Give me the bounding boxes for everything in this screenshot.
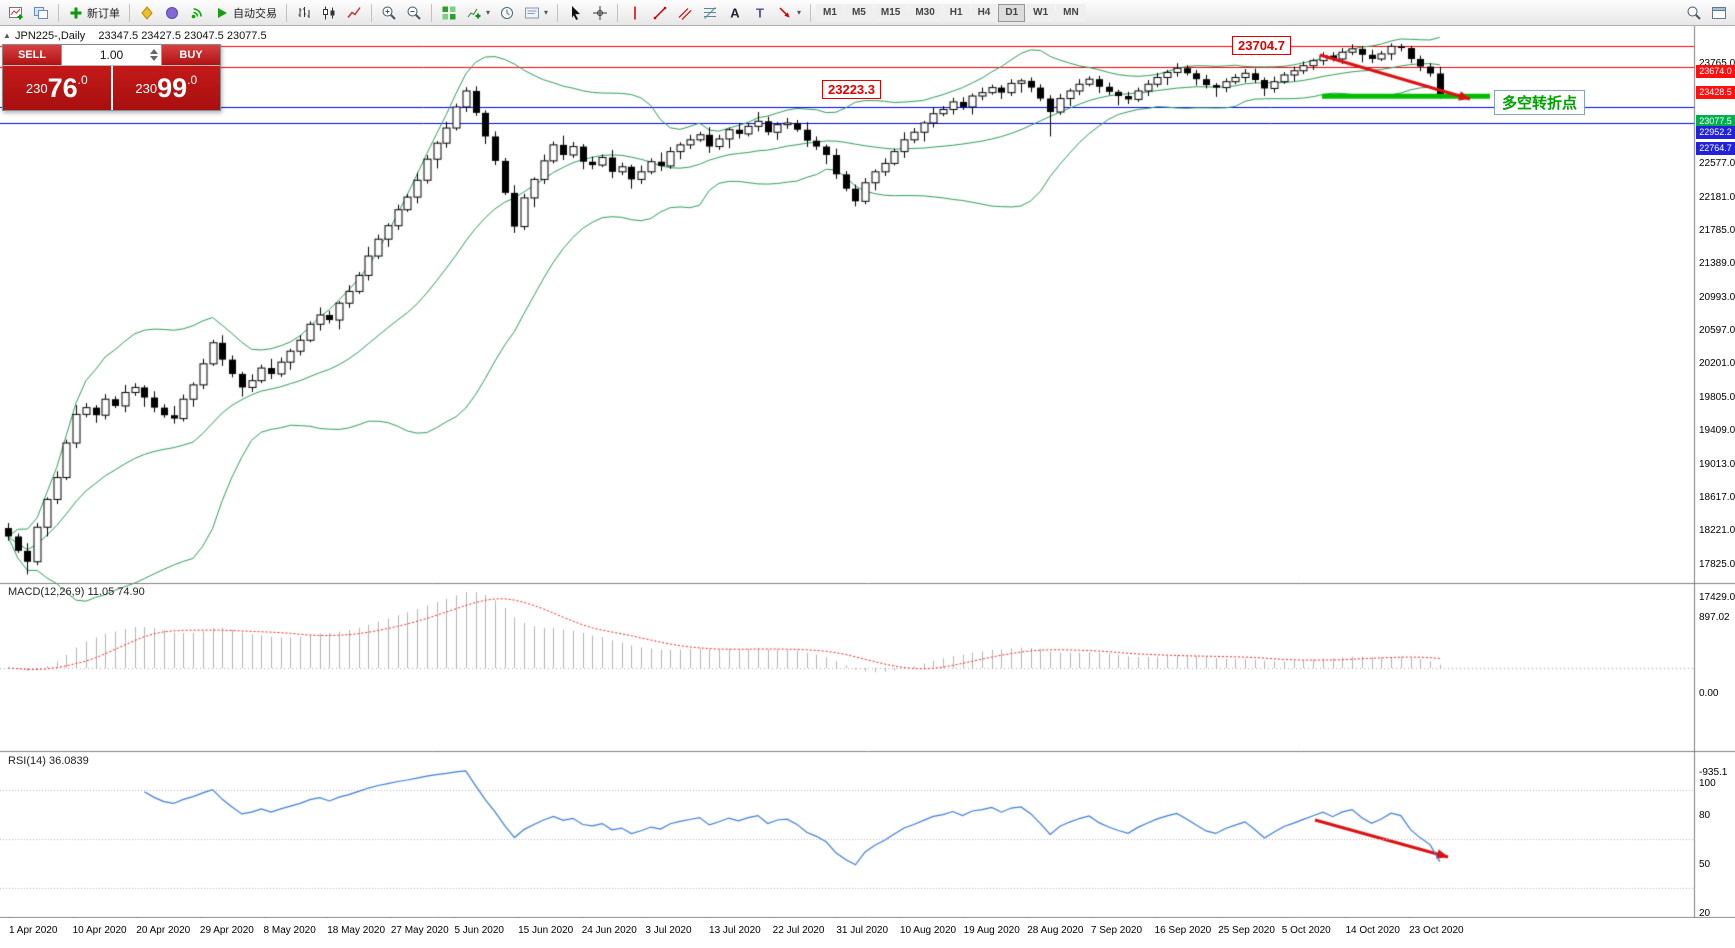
buy-price-decimal: .0 bbox=[187, 73, 198, 87]
svg-text:A: A bbox=[730, 5, 740, 20]
timeframe-mn[interactable]: MN bbox=[1056, 3, 1086, 22]
svg-text:T: T bbox=[756, 5, 764, 20]
time-axis-label: 28 Aug 2020 bbox=[1027, 925, 1084, 936]
volume-stepper[interactable]: 1.00 bbox=[61, 45, 162, 65]
timeframe-h1[interactable]: H1 bbox=[942, 3, 970, 22]
sell-price[interactable]: 230 76.0 bbox=[3, 66, 113, 110]
new-window-icon[interactable] bbox=[1707, 2, 1731, 24]
signals-icon[interactable] bbox=[160, 2, 184, 24]
time-axis-label: 5 Oct 2020 bbox=[1281, 925, 1331, 936]
fibonacci-icon[interactable] bbox=[698, 2, 722, 24]
time-axis-label: 24 Jun 2020 bbox=[581, 925, 637, 936]
buy-price[interactable]: 230 99.0 bbox=[112, 66, 220, 110]
time-axis-label: 3 Jul 2020 bbox=[645, 925, 692, 936]
new-order-button[interactable]: 新订单 bbox=[64, 2, 124, 24]
time-axis-label: 13 Jul 2020 bbox=[709, 925, 761, 936]
chart-region: ▲ JPN225-,Daily 23347.5 23427.5 23047.5 … bbox=[0, 26, 1735, 948]
profiles-icon[interactable] bbox=[29, 2, 53, 24]
collapse-arrow-icon[interactable]: ▲ bbox=[3, 31, 11, 40]
zoom-out-icon[interactable] bbox=[402, 2, 426, 24]
time-axis-label: 27 May 2020 bbox=[390, 925, 449, 936]
toolbar-separator bbox=[617, 3, 619, 22]
time-axis[interactable]: 1 Apr 2020 10 Apr 2020 20 Apr 2020 29 Apr 2… bbox=[0, 918, 1735, 948]
time-axis-label: 22 Jul 2020 bbox=[772, 925, 825, 936]
high-price-callout[interactable]: 23704.7 bbox=[1232, 36, 1291, 55]
market-icon[interactable] bbox=[135, 2, 159, 24]
sell-button[interactable]: SELL bbox=[3, 45, 61, 65]
time-axis-label: 1 Apr 2020 bbox=[9, 925, 58, 936]
candlestick-chart-icon[interactable] bbox=[317, 2, 341, 24]
turning-point-label[interactable]: 多空转折点 bbox=[1494, 90, 1586, 115]
rsi-indicator-label: RSI(14) 36.0839 bbox=[8, 755, 89, 767]
toolbar-separator bbox=[286, 3, 287, 22]
timeframe-m1[interactable]: M1 bbox=[816, 3, 844, 22]
templates-icon[interactable]: ▾ bbox=[520, 2, 552, 24]
toolbar-separator bbox=[810, 3, 812, 22]
trendline-icon[interactable] bbox=[648, 2, 672, 24]
toolbar-separator bbox=[129, 3, 130, 22]
buy-price-prefix: 230 bbox=[135, 80, 158, 96]
buy-button[interactable]: BUY bbox=[162, 45, 220, 65]
one-click-trading-panel: SELL 1.00 BUY 230 76.0 230 99.0 bbox=[2, 44, 221, 111]
time-axis-label: 18 May 2020 bbox=[327, 925, 386, 936]
timeframe-d1[interactable]: D1 bbox=[998, 3, 1026, 22]
sell-price-decimal: .0 bbox=[77, 73, 88, 87]
ohlc-values: 23347.5 23427.5 23047.5 23077.5 bbox=[98, 30, 267, 42]
volume-spin-arrows[interactable] bbox=[150, 49, 158, 61]
label-icon[interactable]: T bbox=[748, 2, 772, 24]
line-chart-icon[interactable] bbox=[342, 2, 366, 24]
volume-down-icon[interactable] bbox=[150, 56, 158, 61]
buy-price-big: 99 bbox=[157, 72, 188, 103]
add-indicator-icon[interactable]: ▾ bbox=[462, 2, 494, 24]
timeframe-m5[interactable]: M5 bbox=[844, 3, 873, 22]
crosshair-icon[interactable] bbox=[588, 2, 612, 24]
timeframe-w1[interactable]: W1 bbox=[1026, 3, 1056, 22]
text-icon[interactable]: A bbox=[723, 2, 747, 24]
time-axis-label: 7 Sep 2020 bbox=[1090, 925, 1143, 936]
time-axis-label: 10 Apr 2020 bbox=[72, 925, 127, 936]
volume-up-icon[interactable] bbox=[150, 49, 158, 54]
bar-chart-icon[interactable] bbox=[292, 2, 316, 24]
time-axis-label: 25 Sep 2020 bbox=[1218, 925, 1275, 936]
time-axis-label: 19 Aug 2020 bbox=[963, 925, 1020, 936]
chart-title: JPN225-,Daily 23347.5 23427.5 23047.5 23… bbox=[15, 30, 267, 42]
cursor-icon[interactable] bbox=[563, 2, 587, 24]
time-axis-label: 5 Jun 2020 bbox=[454, 925, 504, 936]
timeframe-m15[interactable]: M15 bbox=[873, 3, 908, 22]
sell-price-big: 76 bbox=[47, 72, 78, 103]
search-icon[interactable] bbox=[1682, 2, 1706, 24]
vertical-line-icon[interactable] bbox=[623, 2, 647, 24]
autotrading-button[interactable]: 自动交易 bbox=[210, 2, 281, 24]
toolbar-separator bbox=[431, 3, 432, 22]
volume-value[interactable]: 1.00 bbox=[99, 48, 124, 62]
time-axis-label: 20 Apr 2020 bbox=[136, 925, 191, 936]
time-axis-label: 16 Sep 2020 bbox=[1154, 925, 1212, 936]
zoom-in-icon[interactable] bbox=[377, 2, 401, 24]
timeframe-h4[interactable]: H4 bbox=[970, 3, 998, 22]
time-axis-label: 15 Jun 2020 bbox=[518, 925, 574, 936]
time-axis-label: 8 May 2020 bbox=[263, 925, 316, 936]
support-price-callout[interactable]: 23223.3 bbox=[822, 80, 881, 99]
price-chart-canvas[interactable] bbox=[0, 26, 1735, 948]
tile-windows-icon[interactable] bbox=[437, 2, 461, 24]
time-axis-label: 29 Apr 2020 bbox=[199, 925, 254, 936]
toolbar-separator bbox=[371, 3, 372, 22]
main-toolbar: 新订单 自动交易 ▾ ▾ A T ▾ M1 M5 M15 M30 H1 H4 D1 W1 MN bbox=[0, 0, 1735, 26]
time-axis-label: 23 Oct 2020 bbox=[1409, 925, 1464, 936]
macd-indicator-label: MACD(12,26,9) 11.05 74.90 bbox=[8, 586, 145, 598]
symbol-period-label: JPN225-,Daily bbox=[15, 30, 86, 42]
arrows-icon[interactable]: ▾ bbox=[773, 2, 805, 24]
channel-icon[interactable] bbox=[673, 2, 697, 24]
time-axis-label: 31 Jul 2020 bbox=[836, 925, 889, 936]
sell-price-prefix: 230 bbox=[25, 80, 48, 96]
toolbar-separator bbox=[58, 3, 59, 22]
new-chart-icon[interactable] bbox=[4, 2, 28, 24]
news-broadcast-icon[interactable] bbox=[185, 2, 209, 24]
time-axis-label: 10 Aug 2020 bbox=[899, 925, 957, 936]
time-axis-label: 14 Oct 2020 bbox=[1345, 925, 1400, 936]
toolbar-separator bbox=[557, 3, 559, 22]
timeframe-m30[interactable]: M30 bbox=[908, 3, 942, 22]
clock-icon[interactable] bbox=[495, 2, 519, 24]
